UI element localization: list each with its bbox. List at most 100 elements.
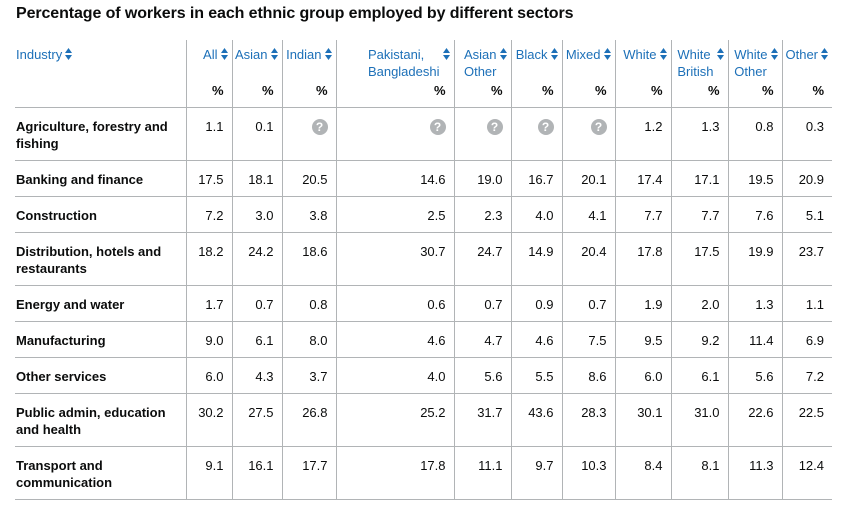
table-cell: 9.7 [510, 446, 562, 500]
table-cell: 31.0 [670, 393, 728, 447]
sort-button-industry[interactable]: Industry [16, 46, 182, 63]
column-header: Pakistani, Bangladeshi [335, 40, 454, 82]
table-cell: 5.1 [781, 196, 832, 233]
row-header: Other services [15, 357, 186, 394]
question-mark-circle-icon[interactable]: ? [311, 119, 328, 135]
sort-arrows-icon [499, 48, 507, 60]
unit-row: %%%%%%%%%%% [15, 82, 832, 108]
table-cell: 27.5 [231, 393, 282, 447]
sort-button-white-other[interactable]: White Other [731, 46, 778, 80]
table-cell: 4.0 [510, 196, 562, 233]
table-body: Agriculture, forestry and fishing 1.1 0.1?… [15, 107, 832, 500]
table-cell: 0.7 [561, 285, 615, 322]
row-header: Construction [15, 196, 186, 233]
sort-button-asian-other[interactable]: Asian Other [457, 46, 507, 80]
table-cell: 6.0 [614, 357, 671, 394]
table-cell: 5.6 [727, 357, 782, 394]
column-header-label: Mixed [565, 47, 601, 62]
sort-button-pakistani-bangladeshi[interactable]: Pakistani, Bangladeshi [339, 46, 450, 80]
table-cell: 22.6 [727, 393, 782, 447]
sort-button-white-british[interactable]: White British [674, 46, 724, 80]
column-header-label: All [203, 47, 218, 62]
sort-arrows-icon [550, 48, 558, 60]
table-row: Distribution, hotels and restaurants 18.2… [15, 232, 832, 286]
sort-arrows-icon [770, 48, 778, 60]
sort-button-mixed[interactable]: Mixed [565, 46, 611, 63]
question-mark-circle-icon[interactable]: ? [537, 119, 554, 135]
table-cell: 11.1 [453, 446, 511, 500]
table-cell: 0.7 [231, 285, 282, 322]
table-cell: 9.0 [185, 321, 232, 358]
table-row: Other services 6.0 4.3 3.7 4.0 5.6 5.5 8.6 6.0 6.… [15, 357, 832, 394]
sort-button-other[interactable]: Other [785, 46, 828, 63]
table-cell: 19.0 [453, 160, 511, 197]
table-cell: 25.2 [335, 393, 454, 447]
page-title: Percentage of workers in each ethnic gro… [16, 5, 574, 22]
column-header: Mixed [561, 40, 615, 82]
unit-label: % [781, 82, 832, 108]
row-header: Distribution, hotels and restaurants [15, 232, 186, 286]
table-cell-unknown: ? [281, 107, 336, 161]
table-cell: 5.6 [453, 357, 511, 394]
table-cell: 3.7 [281, 357, 336, 394]
sort-button-white[interactable]: White [618, 46, 667, 63]
unit-label: % [561, 82, 615, 108]
table-row: Banking and finance 17.5 18.1 20.5 14.6 19.0 1… [15, 160, 832, 197]
table-row: Transport and communication 9.1 16.1 17.7 17… [15, 446, 832, 500]
question-mark-circle-icon[interactable]: ? [590, 119, 607, 135]
sort-button-all[interactable]: All [189, 46, 228, 63]
column-header-label: White British [677, 47, 714, 79]
row-header: Manufacturing [15, 321, 186, 358]
column-header: Industry [15, 40, 186, 82]
table-cell: 4.0 [335, 357, 454, 394]
table-cell: 7.2 [781, 357, 832, 394]
table-cell: 22.5 [781, 393, 832, 447]
column-header-label: Other [785, 47, 818, 62]
table-cell: 7.2 [185, 196, 232, 233]
table-cell: 4.3 [231, 357, 282, 394]
ethnicity-sector-table: Industry All Asian Indian Pakistani, Banglad… [15, 40, 832, 500]
column-header: Black [510, 40, 562, 82]
table-cell: 4.6 [335, 321, 454, 358]
table-cell: 0.9 [510, 285, 562, 322]
column-header-label: Pakistani, Bangladeshi [367, 47, 440, 79]
table-cell: 17.7 [281, 446, 336, 500]
table-cell: 11.4 [727, 321, 782, 358]
sort-button-black[interactable]: Black [514, 46, 558, 63]
unit-label: % [335, 82, 454, 108]
column-header-label: Asian Other [463, 47, 497, 79]
table-cell: 0.8 [281, 285, 336, 322]
sort-arrows-icon [220, 48, 228, 60]
table-cell: 1.2 [614, 107, 671, 161]
unit-label: % [510, 82, 562, 108]
table-cell: 0.7 [453, 285, 511, 322]
table-cell: 17.4 [614, 160, 671, 197]
sort-button-indian[interactable]: Indian [285, 46, 332, 63]
question-mark-circle-icon[interactable]: ? [429, 119, 446, 135]
column-header-label: Black [515, 47, 548, 62]
sort-arrows-icon [65, 48, 73, 60]
table-cell: 3.0 [231, 196, 282, 233]
sort-arrows-icon [324, 48, 332, 60]
table-cell-unknown: ? [510, 107, 562, 161]
table-cell: 8.0 [281, 321, 336, 358]
column-header: Other [781, 40, 832, 82]
table-row: Manufacturing 9.0 6.1 8.0 4.6 4.7 4.6 7.5 9.5 9.2… [15, 321, 832, 358]
table-cell: 9.5 [614, 321, 671, 358]
table-row: Agriculture, forestry and fishing 1.1 0.1?… [15, 107, 832, 161]
question-mark-circle-icon[interactable]: ? [486, 119, 503, 135]
sort-button-asian[interactable]: Asian [235, 46, 278, 63]
table-cell: 28.3 [561, 393, 615, 447]
table-cell: 4.7 [453, 321, 511, 358]
table-cell: 3.8 [281, 196, 336, 233]
table-cell: 2.0 [670, 285, 728, 322]
column-header: White British [670, 40, 728, 82]
unit-label: % [670, 82, 728, 108]
table-cell: 10.3 [561, 446, 615, 500]
unit-label: % [727, 82, 782, 108]
unit-label: % [231, 82, 282, 108]
column-header-label: White Other [734, 47, 768, 79]
column-header: Indian [281, 40, 336, 82]
table-cell: 16.1 [231, 446, 282, 500]
